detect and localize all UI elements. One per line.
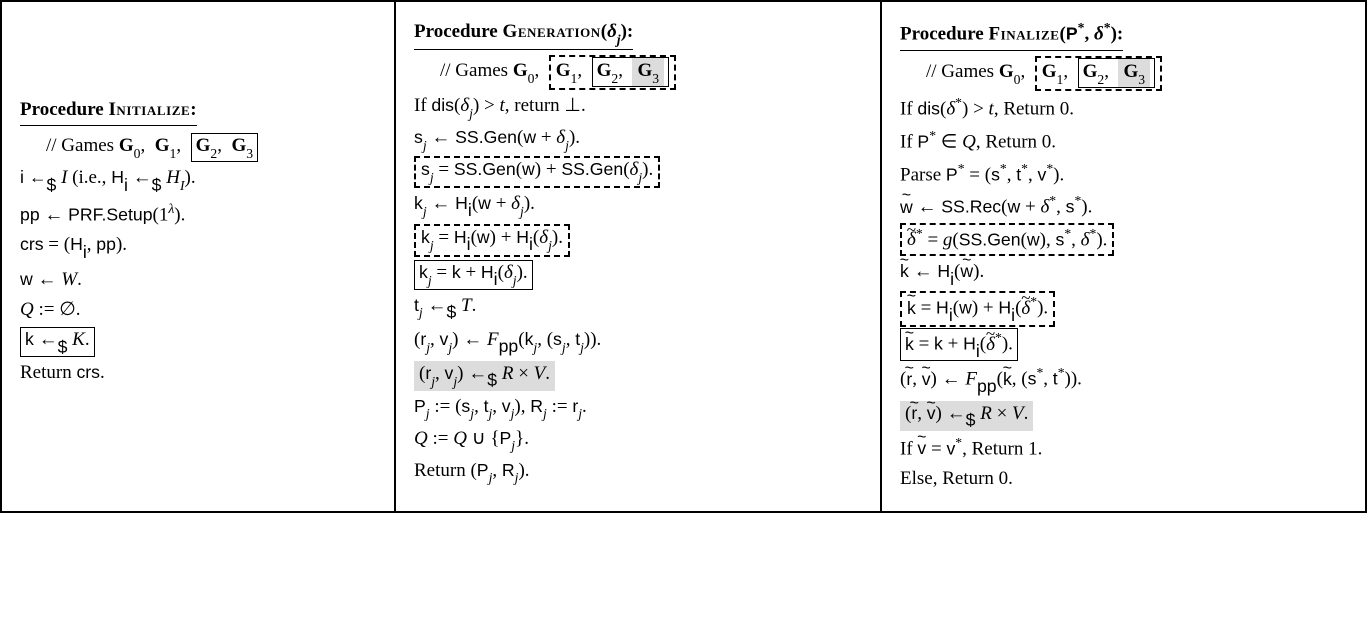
col3-l9: (r, v) ← Fpp(k, (s*, t*)). [900,362,1347,398]
col2-l7: tj ←$ T. [414,291,862,324]
col2-l5: kj = Hi(w) + Hi(δj). [414,223,862,257]
col2-l1: If dis(δj) > t, return ⊥. [414,91,862,122]
col3-l10: (r, v) ←$ R × V. [900,399,1347,431]
col2-l11: Q := Q ∪ {Pj}. [414,424,862,455]
col2-l4: kj ← Hi(w + δj). [414,189,862,222]
col3-l4: w ← SS.Rec(w + δ*, s*). [900,190,1347,222]
col2-header: Procedure Generation(δj): [414,17,633,50]
col-initialize: Procedure Initialize: // Games G0, G1, G… [2,2,394,511]
col2-l2: sj ← SS.Gen(w + δj). [414,123,862,154]
proc-name: Initialize [108,99,190,120]
box-g2g3: G2, G3 [191,133,259,162]
col3-l6: k ← Hi(w). [900,257,1347,290]
col2-l9: (rj, vj) ←$ R × V. [414,359,862,391]
col1-header: Procedure Initialize: [20,95,197,126]
col-generation: Procedure Generation(δj): // Games G0, G… [394,2,880,511]
col2-l6: kj = k + Hi(δj). [414,258,862,290]
col3-l12: Else, Return 0. [900,464,1347,493]
col3-l2: If P* ∈ Q, Return 0. [900,125,1347,157]
col1-l1: i ←$ I (i.e., Hi ←$ HI). [20,163,376,196]
col1-l2: pp ← PRF.Setup(1λ). [20,198,376,230]
col3-l8: k = k + Hi(δ*). [900,328,1347,361]
col3-header: Procedure Finalize(P*, δ*): [900,17,1123,51]
colon: : [190,99,196,120]
col2-games-comment: // Games G0, G1, G2, G3 [440,55,862,90]
col3-l11: If v = v*, Return 1. [900,432,1347,464]
col1-l7: Return crs. [20,358,376,387]
figure-three-procedures: Procedure Initialize: // Games G0, G1, G… [0,0,1367,513]
col3-l7: k = Hi(w) + Hi(δ*). [900,291,1347,327]
col2-l12: Return (Pj, Rj). [414,456,862,487]
col3-l1: If dis(δ*) > t, Return 0. [900,92,1347,124]
col2-l8: (rj, vj) ← Fpp(kj, (sj, tj)). [414,325,862,358]
col2-l3: sj = SS.Gen(w) + SS.Gen(δj). [414,155,862,188]
col1-l6: k ←$ K. [20,325,376,357]
col1-l5: Q := ∅. [20,295,376,324]
col3-games-comment: // Games G0, G1, G2, G3 [926,56,1347,91]
box-k-sample: k ←$ K. [20,327,95,357]
col-finalize: Procedure Finalize(P*, δ*): // Games G0,… [880,2,1365,511]
col1-l4: w ← W. [20,265,376,294]
dash-g1g2g3: G1, G2, G3 [549,55,676,90]
col3-l3: Parse P* = (s*, t*, v*). [900,158,1347,190]
col1-l3: crs = (Hi, pp). [20,230,376,263]
col2-l10: Pj := (sj, tj, vj), Rj := rj. [414,392,862,423]
col1-games-comment: // Games G0, G1, G2, G3 [46,131,376,162]
proc-label: Procedure [20,99,104,120]
